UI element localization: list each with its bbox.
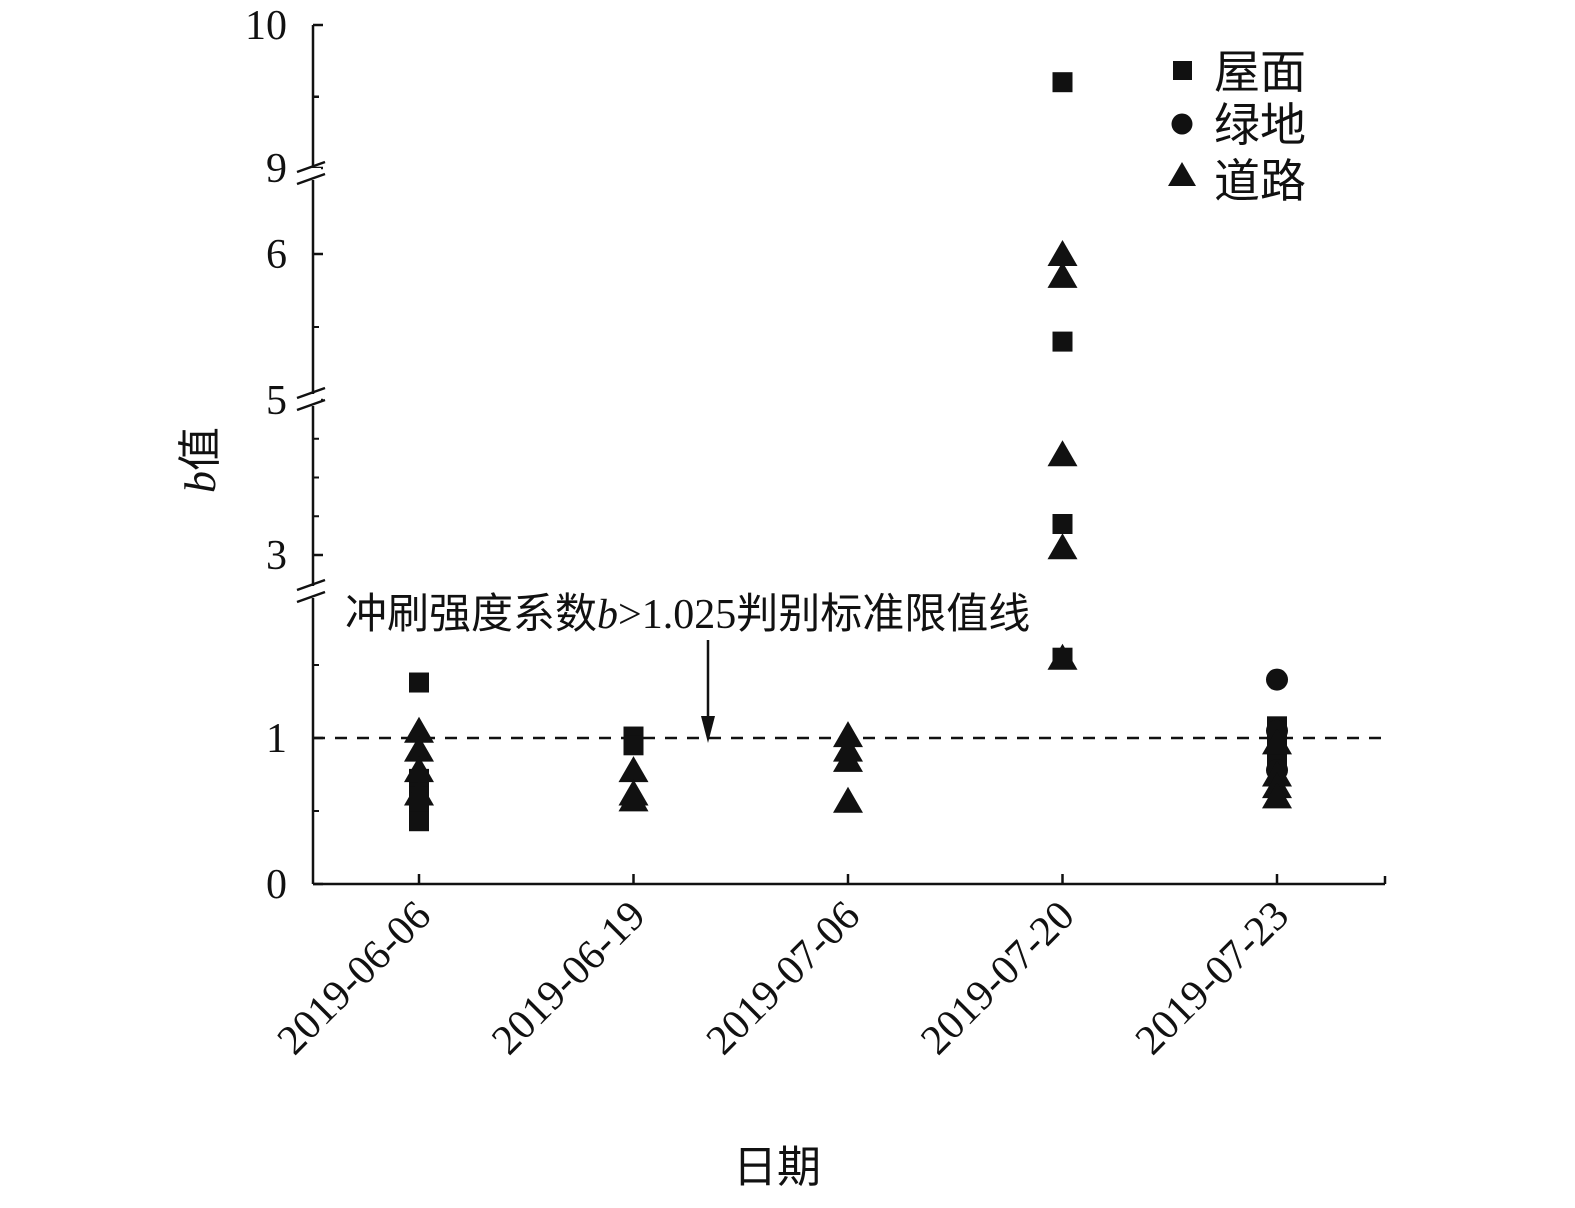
axis-break-mark — [296, 578, 326, 592]
point-triangle — [404, 779, 434, 806]
point-triangle — [1047, 240, 1078, 266]
point-triangle — [1262, 728, 1292, 755]
axis-breaks — [296, 160, 326, 604]
annotation-italic: b — [597, 592, 618, 638]
axis-break-mark — [296, 398, 326, 412]
y-tick-label: 0 — [266, 862, 287, 908]
axis-break-mark — [296, 172, 326, 186]
y-tick-label: 6 — [266, 232, 287, 278]
y-tick-label: 1 — [266, 716, 287, 762]
legend-label-roof: 屋面 — [1214, 47, 1306, 98]
point-triangle — [1047, 440, 1078, 467]
axis-break-mark — [296, 386, 326, 400]
legend-marker-square — [1173, 61, 1192, 80]
annotation-arrow-head — [701, 716, 715, 743]
x-category-label: 2019-06-06 — [269, 893, 440, 1064]
point-triangle — [1047, 643, 1078, 670]
point-triangle — [833, 786, 863, 813]
point-triangle — [404, 756, 434, 783]
point-square — [1052, 514, 1073, 534]
y-axis-title: b值 — [176, 427, 225, 493]
point-square — [1052, 72, 1073, 93]
y-axis-title-rest: 值 — [176, 427, 225, 471]
legend-label-road: 道路 — [1214, 156, 1306, 207]
point-triangle — [404, 735, 434, 762]
y-tick-label: 3 — [266, 533, 287, 579]
annotation-arrow — [701, 640, 715, 743]
point-square — [409, 672, 429, 693]
legend-label-greenland: 绿地 — [1214, 100, 1306, 151]
x-category-label: 2019-07-20 — [912, 893, 1083, 1064]
threshold-annotation: 冲刷强度系数b>1.025判别标准限值线 — [345, 592, 1030, 638]
axis-break-mark — [296, 590, 326, 604]
point-triangle — [833, 721, 863, 748]
x-axis-title: 日期 — [733, 1143, 821, 1192]
point-triangle — [833, 745, 863, 772]
ticks: 0 1 3 5 6 9 10 2019-06-06 2019-06-19 2019-07-06 20… — [245, 3, 1298, 1064]
legend-marker-circle — [1171, 113, 1193, 135]
annotation-suffix: >1.025判别标准限值线 — [618, 592, 1030, 638]
point-square — [409, 811, 429, 832]
y-tick-label: 5 — [266, 378, 287, 424]
legend: 屋面 绿地 道路 — [1168, 47, 1306, 207]
point-square — [623, 735, 644, 756]
point-square — [1052, 331, 1073, 352]
annotation-prefix: 冲刷强度系数 — [345, 592, 597, 638]
x-category-label: 2019-07-23 — [1127, 893, 1298, 1064]
x-category-label: 2019-06-19 — [483, 893, 654, 1064]
point-triangle — [618, 785, 649, 812]
y-tick-label: 10 — [245, 3, 287, 49]
point-triangle — [1047, 261, 1078, 288]
point-triangle — [618, 756, 649, 783]
point-triangle — [1262, 782, 1292, 809]
x-category-label: 2019-07-06 — [698, 893, 869, 1064]
legend-marker-triangle — [1168, 162, 1196, 186]
y-tick-label: 9 — [266, 146, 287, 192]
axis-break-mark — [296, 160, 326, 174]
point-triangle — [404, 716, 434, 743]
data-points — [404, 72, 1292, 832]
y-axis-title-italic: b — [176, 471, 225, 493]
point-triangle — [1047, 533, 1078, 560]
point-circle — [1266, 668, 1288, 691]
